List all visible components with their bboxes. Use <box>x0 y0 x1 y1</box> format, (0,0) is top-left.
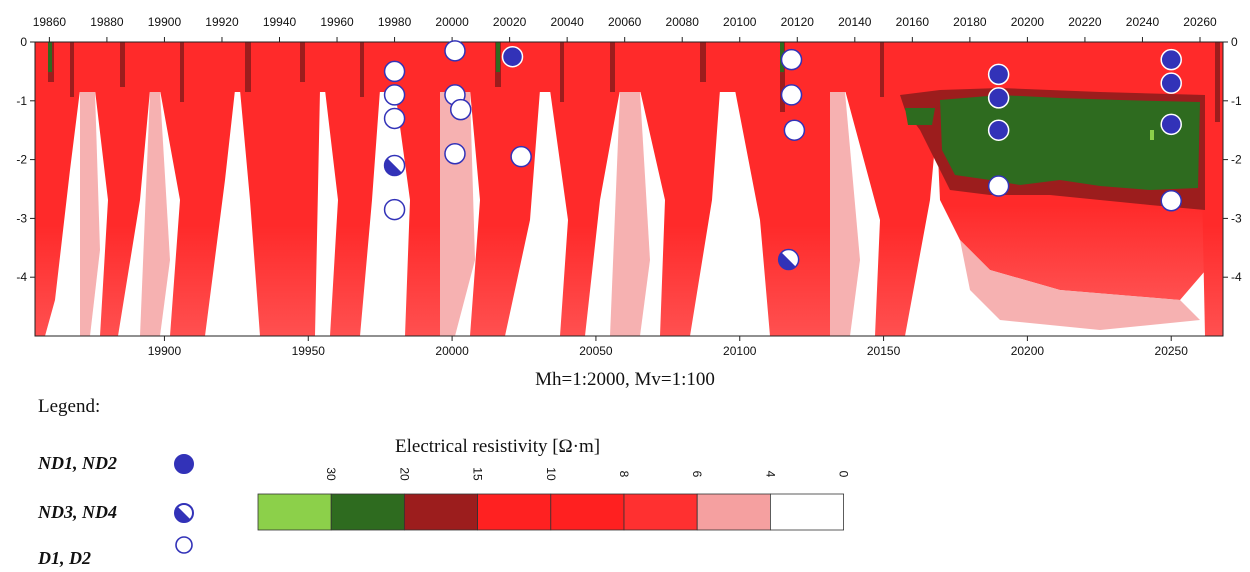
right-depth-tick-label: -3 <box>1231 211 1242 225</box>
top-axis-tick-label: 20000 <box>435 15 469 29</box>
top-axis-tick-label: 20040 <box>550 15 584 29</box>
colorbar-label: 8 <box>617 471 631 478</box>
borehole-nd12 <box>1161 50 1181 70</box>
borehole-d12 <box>385 108 405 128</box>
top-axis-tick-label: 20240 <box>1126 15 1160 29</box>
colorbar-cell <box>404 494 477 530</box>
borehole-nd12 <box>503 47 523 67</box>
colorbar-cell <box>258 494 331 530</box>
left-depth-tick-label: -2 <box>16 153 27 167</box>
top-axis-tick-label: 20200 <box>1011 15 1045 29</box>
top-axis-tick-label: 19940 <box>263 15 297 29</box>
top-axis-tick-label: 19960 <box>320 15 354 29</box>
colorbar-cell <box>551 494 624 530</box>
legend-label: D1, D2 <box>38 548 91 569</box>
legend-item-nd34: ND3, ND4 <box>38 500 198 526</box>
legend-item-nd12: ND1, ND2 <box>38 451 198 477</box>
borehole-d12 <box>385 61 405 81</box>
borehole-nd12 <box>989 88 1009 108</box>
colorbar-label: 6 <box>690 471 704 478</box>
half-filled-circle-icon <box>173 502 195 524</box>
borehole-d12 <box>511 147 531 167</box>
colorbar-cell <box>478 494 551 530</box>
borehole-d12 <box>445 41 465 61</box>
top-axis-tick-label: 19980 <box>378 15 412 29</box>
colorbar-label: 0 <box>837 471 851 478</box>
left-depth-tick-label: -3 <box>16 211 27 225</box>
colorbar-label: 15 <box>471 467 485 481</box>
borehole-nd34 <box>385 155 405 175</box>
bottom-axis-tick-label: 20200 <box>1011 344 1045 358</box>
borehole-d12 <box>1161 191 1181 211</box>
top-axis-tick-label: 19880 <box>90 15 124 29</box>
bottom-axis-tick-label: 19900 <box>148 344 182 358</box>
right-depth-tick-label: 0 <box>1231 35 1238 49</box>
colorbar-label: 4 <box>763 471 777 478</box>
right-depth-tick-label: -4 <box>1231 270 1242 284</box>
top-axis-tick-label: 20160 <box>896 15 930 29</box>
top-axis-tick-label: 20060 <box>608 15 642 29</box>
borehole-d12 <box>782 85 802 105</box>
bottom-axis-tick-label: 19950 <box>292 344 326 358</box>
borehole-d12 <box>784 120 804 140</box>
top-axis-tick-label: 20260 <box>1183 15 1217 29</box>
top-axis-tick-label: 20140 <box>838 15 872 29</box>
top-axis-tick-label: 20120 <box>781 15 815 29</box>
legend-title: Legend: <box>38 396 100 418</box>
colorbar-label: 30 <box>324 467 338 481</box>
borehole-nd12 <box>989 120 1009 140</box>
borehole-d12 <box>451 100 471 120</box>
top-axis-tick-label: 20100 <box>723 15 757 29</box>
borehole-nd12 <box>1161 114 1181 134</box>
borehole-d12 <box>445 144 465 164</box>
left-depth-tick-label: -1 <box>16 94 27 108</box>
legend-item-d12: D1, D2 <box>38 546 198 572</box>
resistivity-colorbar: 30 20 15 10 8 6 4 0 <box>240 454 860 544</box>
top-axis-tick-label: 19860 <box>33 15 67 29</box>
bottom-axis-tick-label: 20100 <box>723 344 757 358</box>
borehole-d12 <box>385 85 405 105</box>
borehole-d12 <box>989 176 1009 196</box>
bottom-axis-tick-label: 20250 <box>1155 344 1189 358</box>
bottom-axis-tick-label: 20000 <box>435 344 469 358</box>
colorbar-cells <box>258 494 844 530</box>
top-axis-tick-label: 20220 <box>1068 15 1102 29</box>
top-axis-tick-label: 20180 <box>953 15 987 29</box>
filled-circle-icon <box>173 453 195 475</box>
left-depth-tick-label: -4 <box>16 270 27 284</box>
legend-label: ND1, ND2 <box>38 453 117 474</box>
colorbar-label: 20 <box>397 467 411 481</box>
bottom-axis-tick-label: 20150 <box>867 344 901 358</box>
right-depth-tick-label: -1 <box>1231 94 1242 108</box>
bottom-axis-tick-label: 20050 <box>579 344 613 358</box>
borehole-nd34 <box>779 250 799 270</box>
colorbar-cell <box>697 494 770 530</box>
borehole-d12 <box>385 200 405 220</box>
borehole-nd12 <box>1161 73 1181 93</box>
colorbar-label: 10 <box>544 467 558 481</box>
colorbar-cell <box>624 494 697 530</box>
top-axis-tick-label: 20080 <box>666 15 700 29</box>
resistivity-profile: 19860 19880 19900 19920 19940 19960 19980 20000… <box>0 0 1250 370</box>
colorbar-cell <box>770 494 843 530</box>
open-circle-icon <box>173 534 195 556</box>
left-depth-tick-label: 0 <box>20 35 27 49</box>
colorbar-cell <box>331 494 404 530</box>
scale-note: Mh=1:2000, Mv=1:100 <box>0 369 1250 391</box>
top-axis-tick-label: 19900 <box>148 15 182 29</box>
top-axis-tick-label: 20020 <box>493 15 527 29</box>
borehole-nd12 <box>989 64 1009 84</box>
colorbar-labels: 30 20 15 10 8 6 4 0 <box>324 467 850 481</box>
shallow-conductive-layer <box>35 42 1223 92</box>
right-depth-tick-label: -2 <box>1231 153 1242 167</box>
borehole-d12 <box>782 50 802 70</box>
legend-label: ND3, ND4 <box>38 502 117 523</box>
top-axis-tick-label: 19920 <box>205 15 239 29</box>
